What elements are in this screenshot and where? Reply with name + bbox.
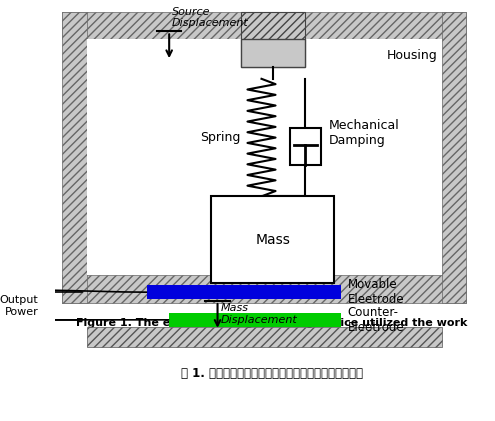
Text: Mass: Mass — [255, 233, 291, 247]
Bar — [211, 196, 335, 283]
Bar — [87, 327, 442, 346]
Bar — [62, 12, 466, 39]
Text: Output
Power: Output Power — [0, 295, 38, 317]
Bar — [241, 12, 304, 67]
Text: Figure 1. The electrostatic generating device utilized the work
function differe: Figure 1. The electrostatic generating d… — [76, 318, 468, 339]
Bar — [169, 313, 341, 327]
Text: Spring: Spring — [200, 131, 241, 144]
Bar — [290, 128, 321, 165]
Text: Mechanical
Damping: Mechanical Damping — [328, 119, 399, 147]
Text: Movable
Eleetrode: Movable Eleetrode — [347, 278, 404, 306]
Bar — [241, 39, 304, 67]
Text: Housing: Housing — [387, 49, 438, 62]
Bar — [62, 12, 87, 303]
Bar — [442, 12, 466, 303]
Text: 图 1. 利用不同的两种金属功函数差构成的静电发电装置: 图 1. 利用不同的两种金属功函数差构成的静电发电装置 — [181, 367, 363, 380]
Bar — [147, 285, 341, 299]
Bar — [87, 39, 442, 275]
Text: Counter-
Eleetrode: Counter- Eleetrode — [347, 306, 404, 334]
Text: Mass
Displacement: Mass Displacement — [221, 303, 298, 325]
Bar — [62, 275, 466, 303]
Text: Source
Displacement: Source Displacement — [172, 7, 248, 29]
